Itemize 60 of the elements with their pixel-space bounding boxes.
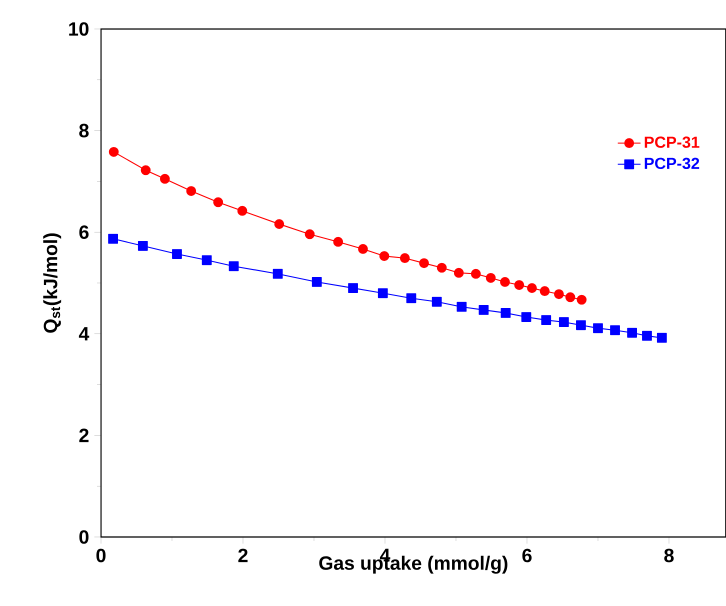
y-axis-title: Q$_{st}$(kJ/mol) [43,233,62,333]
point [610,325,620,336]
point [186,186,196,196]
point [379,251,390,261]
point [304,229,315,240]
point [565,292,576,302]
point [558,317,569,328]
point [160,174,170,184]
point [470,268,481,279]
point [358,244,368,254]
y-tick-label: 8 [79,124,89,138]
point [656,332,667,343]
point [593,323,603,334]
point [514,280,524,290]
point [406,293,416,304]
point [272,268,283,279]
point [454,268,464,278]
x-tick-label: 6 [522,548,532,562]
point [333,236,344,247]
point [478,304,489,315]
x-tick-label: 2 [238,548,248,562]
x-tick-label: 0 [96,548,106,562]
point [419,258,429,268]
point [541,315,552,326]
point [576,294,587,305]
y-tick-label: 0 [79,530,89,544]
point [213,197,224,208]
point [138,240,148,251]
point [172,249,182,259]
y-tick-label: 2 [79,428,89,442]
point [521,312,532,322]
point [576,320,586,330]
point [237,206,248,216]
point [500,277,510,287]
point [378,288,388,298]
point [400,253,410,264]
point [312,277,322,287]
point [627,328,637,338]
point [554,289,564,300]
point [202,255,212,266]
y-tick-label: 4 [78,327,90,340]
y-tick-label: 10 [69,22,88,36]
point [642,330,652,341]
point [500,308,511,318]
point [108,146,119,157]
point [456,302,467,312]
legend-label: PCP-32 [644,158,700,170]
point [348,283,358,293]
point [436,262,447,273]
point [432,296,442,307]
x-tick-label: 8 [664,548,674,562]
point [274,219,284,229]
point [140,165,151,176]
point [540,286,550,296]
point [486,272,496,283]
y-tick-label: 6 [79,225,89,239]
point [108,234,118,244]
point [527,283,537,293]
legend-label: PCP-31 [644,136,700,148]
point [228,261,239,272]
